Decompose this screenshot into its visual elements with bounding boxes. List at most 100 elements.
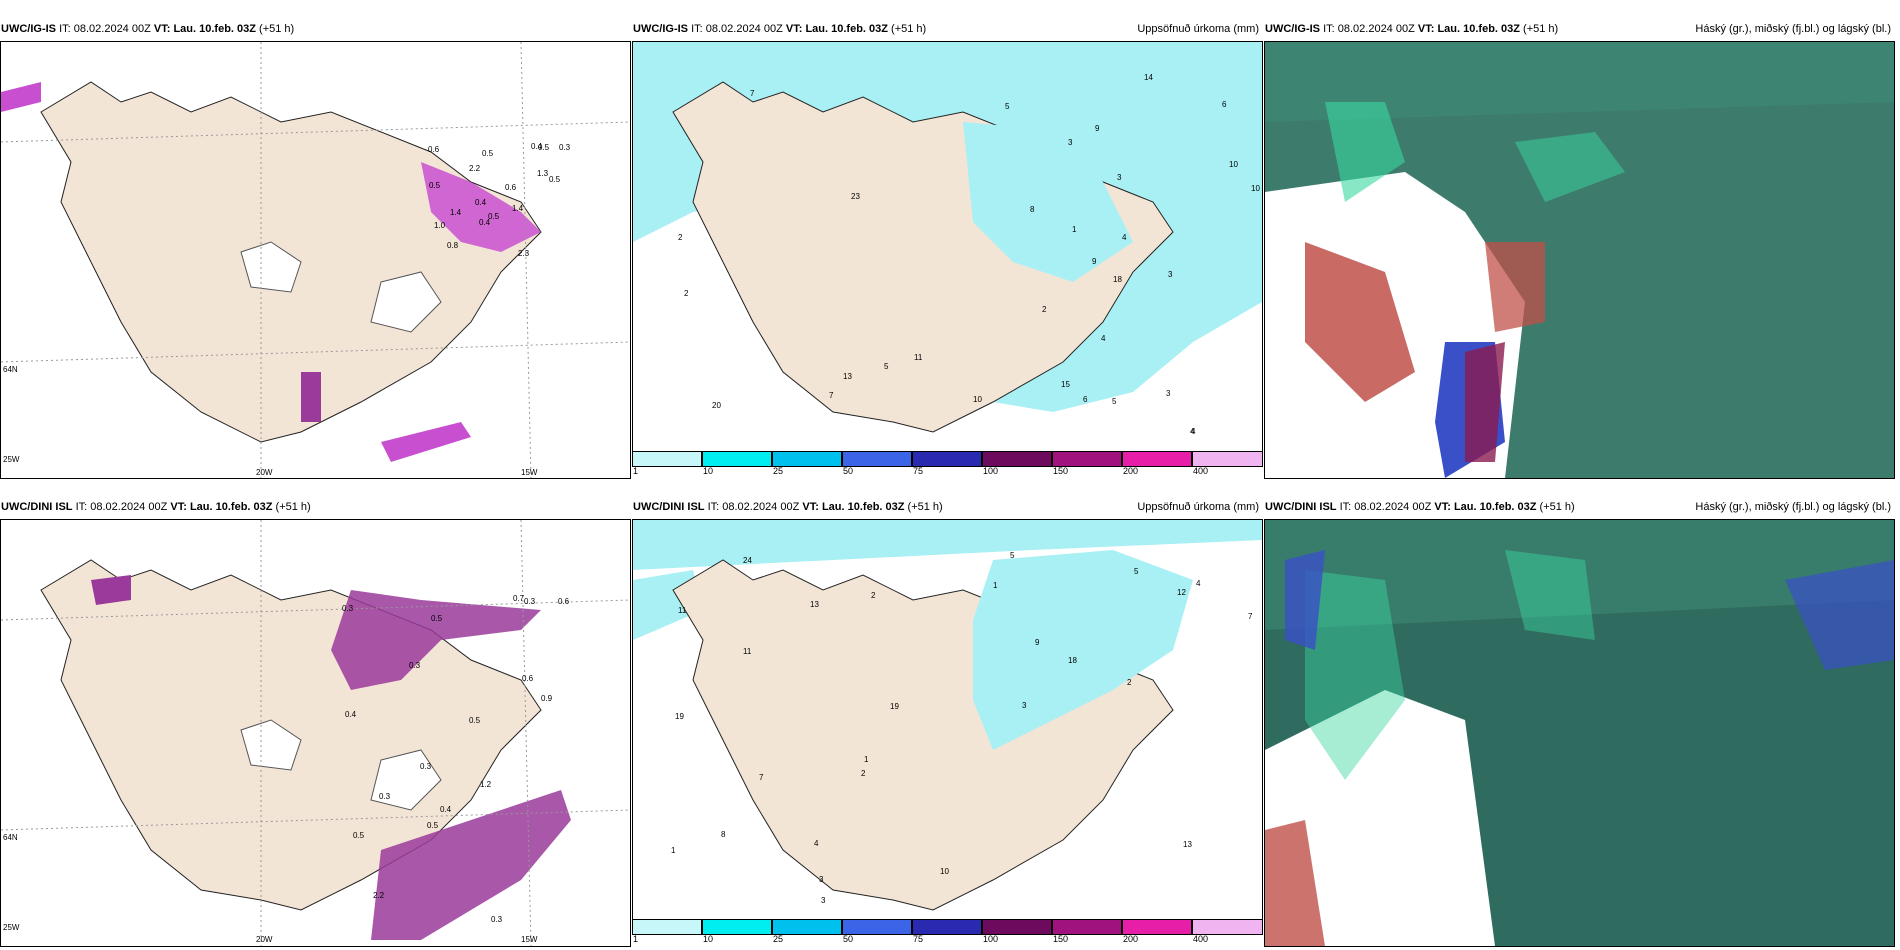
value-label: 0.6	[428, 145, 440, 154]
cloud-map	[1264, 41, 1895, 479]
value-label: 0.4	[440, 805, 452, 814]
model-name: UWC/IG-IS	[633, 23, 688, 35]
y-tick-label: 64N	[3, 365, 18, 374]
panel-header: UWC/DINI ISL IT: 08.02.2024 00Z VT: Lau.…	[1264, 495, 1895, 519]
value-label: 23	[851, 192, 860, 201]
precip-panel-row1: UWC/IG-IS IT: 08.02.2024 00Z VT: Lau. 10…	[632, 17, 1263, 476]
value-label: 1.4	[512, 204, 524, 213]
value-label: 0.6	[522, 674, 534, 683]
y-tick-label: 25W	[3, 923, 20, 932]
value-label: 0.5	[549, 175, 561, 184]
value-label: 15	[1061, 380, 1070, 389]
value-label: 0.7	[513, 594, 525, 603]
value-label: 3	[1117, 173, 1122, 182]
value-label: 0.9	[541, 694, 553, 703]
x-tick-label: 15W	[521, 935, 538, 944]
value-label: 7	[759, 773, 764, 782]
value-label: 8	[721, 830, 726, 839]
value-label: 3	[1168, 270, 1173, 279]
value-label: 4	[1122, 233, 1127, 242]
value-label: 1	[864, 755, 869, 764]
value-label: 0.5	[427, 821, 439, 830]
value-label: 7	[829, 391, 834, 400]
colorbar: 1 10 25 50 75 100 150 200 400	[632, 919, 1263, 944]
colorbar-label: 100	[983, 934, 999, 944]
value-label: 19	[675, 712, 684, 721]
value-label: 1	[993, 581, 998, 590]
value-label: 0.3	[420, 762, 432, 771]
cloud-panel-row1: UWC/IG-IS IT: 08.02.2024 00Z VT: Lau. 10…	[1264, 17, 1895, 479]
value-label: 4	[1196, 579, 1201, 588]
value-label: 0.3	[524, 597, 536, 606]
value-label: 0.3	[379, 792, 391, 801]
value-label: 9	[1035, 638, 1040, 647]
precip-panel-row2: UWC/DINI ISL IT: 08.02.2024 00Z VT: Lau.…	[632, 495, 1263, 944]
value-label: 18	[1113, 275, 1122, 284]
value-label: 0.3	[409, 661, 421, 670]
colorbar-box	[772, 451, 842, 467]
value-label: 5	[1134, 567, 1139, 576]
value-label: 0.5	[482, 149, 494, 158]
model-name: UWC/DINI ISL	[1, 501, 73, 513]
colorbar-label: 75	[913, 466, 924, 476]
value-label: 4	[1101, 334, 1106, 343]
panel-title: Háský (gr.), miðský (fj.bl.) og lágský (…	[1695, 23, 1891, 35]
value-label: 11	[743, 647, 752, 656]
value-label: 1.0	[434, 221, 446, 230]
panel-title: Háský (gr.), miðský (fj.bl.) og lágský (…	[1695, 501, 1891, 513]
value-label: 13	[843, 372, 852, 381]
value-label: 0.4	[479, 218, 491, 227]
value-label: 13	[810, 600, 819, 609]
colorbar-box	[702, 919, 772, 935]
colorbar-box	[1052, 451, 1122, 467]
value-label: 10	[1229, 160, 1238, 169]
y-tick-label: 64N	[3, 833, 18, 842]
value-label: 14	[1144, 73, 1153, 82]
colorbar-label: 400	[1193, 466, 1209, 476]
value-label: 5	[1010, 551, 1015, 560]
value-label: 2.2	[373, 891, 385, 900]
panel-header: UWC/DINI ISL IT: 08.02.2024 00Z VT: Lau.…	[1, 501, 311, 513]
value-label: 6	[1083, 395, 1088, 404]
value-label: 6	[1222, 100, 1227, 109]
cloud-panel-row2: UWC/DINI ISL IT: 08.02.2024 00Z VT: Lau.…	[1264, 495, 1895, 947]
value-label: 3	[819, 875, 824, 884]
colorbar-box	[1192, 919, 1263, 935]
value-label: 10	[940, 867, 949, 876]
colorbar-label: 200	[1123, 466, 1139, 476]
snow-values: 0.30.50.40.50.30.7 0.60.51.20.30.90.30.40…	[342, 594, 570, 924]
value-label: 7	[750, 89, 755, 98]
value-label: 0.5	[538, 143, 550, 152]
colorbar-label: 400	[1193, 934, 1209, 944]
value-label: 0.3	[559, 143, 571, 152]
precip-map: 3 5 9 2 13 10 2 4 3 7 6 4 3 20 6 10 23 14 11 18 15 7 5 3 4 2 1 8 9 10…	[632, 41, 1263, 453]
value-label: 1.3	[537, 169, 549, 178]
colorbar-label: 1	[633, 466, 639, 476]
value-label: 2.3	[518, 249, 530, 258]
colorbar-box	[842, 451, 912, 467]
wind-snow-map: 20W 15W 64N 25W 0.3 0.5 0.4 0.5 0.3 0.7 0.6 0.5…	[0, 519, 631, 947]
x-tick-label: 20W	[256, 935, 273, 944]
value-label: 2	[871, 591, 876, 600]
colorbar-box	[1192, 451, 1263, 467]
panel-header: UWC/IG-IS IT: 08.02.2024 00Z VT: Lau. 10…	[1264, 17, 1895, 41]
value-label: 5	[1005, 102, 1010, 111]
value-label: 2	[678, 233, 683, 242]
precip-values: 3592131024376432061023141118157534218910…	[678, 73, 1260, 436]
panel-header: UWC/IG-IS IT: 08.02.2024 00Z VT: Lau. 10…	[1, 23, 295, 35]
value-label: 0.5	[431, 614, 443, 623]
colorbar-label: 25	[773, 934, 784, 944]
colorbar-label: 150	[1053, 466, 1069, 476]
value-label: 3	[1068, 138, 1073, 147]
value-label: 1	[1072, 225, 1077, 234]
colorbar-box	[1052, 919, 1122, 935]
value-label: 18	[1068, 656, 1077, 665]
value-label: 0.5	[488, 212, 500, 221]
colorbar-box	[842, 919, 912, 935]
colorbar-box	[912, 919, 982, 935]
panel-header: UWC/IG-IS IT: 08.02.2024 00Z VT: Lau. 10…	[632, 17, 1263, 41]
value-label: 19	[890, 702, 899, 711]
colorbar-label: 50	[843, 934, 854, 944]
colorbar-box	[702, 451, 772, 467]
colorbar-box	[912, 451, 982, 467]
